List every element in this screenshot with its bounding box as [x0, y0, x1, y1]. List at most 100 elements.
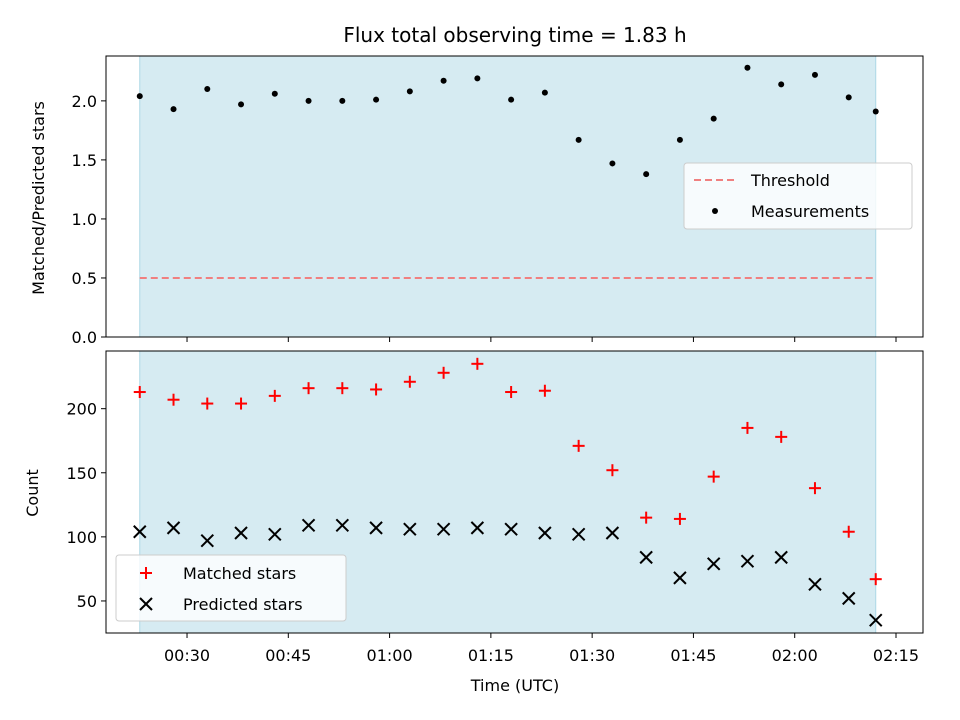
predicted-star-marker: [234, 526, 248, 540]
matched-star-marker: [403, 375, 416, 388]
matched-star-marker: [268, 389, 281, 402]
measurement-point: [811, 71, 818, 78]
x-tick-label: 01:00: [367, 646, 413, 665]
predicted-star-marker: [605, 526, 620, 540]
measurement-point: [845, 94, 852, 101]
bottom-panel: 50 100 150 200 00:30 00:45 01:00 01:15 01:30 01:…: [23, 350, 924, 695]
top-y-tick-label: 2.0: [72, 92, 97, 111]
matched-star-marker: [133, 386, 146, 399]
measurement-point: [643, 171, 650, 178]
predicted-star-marker: [808, 577, 822, 591]
measurement-point: [474, 75, 481, 82]
predicted-star-marker: [335, 518, 350, 533]
measurement-point: [744, 64, 751, 71]
matched-star-marker: [201, 397, 214, 410]
matched-star-marker: [437, 366, 450, 379]
predicted-star-marker: [842, 591, 856, 606]
matched-star-marker: [336, 382, 349, 395]
predicted-star-marker: [436, 522, 451, 536]
x-tick-label: 00:45: [265, 646, 311, 665]
measurement-point: [778, 81, 785, 88]
bottom-y-tick-label: 150: [66, 464, 97, 483]
legend-predicted-label: Predicted stars: [183, 595, 303, 614]
measurement-point: [440, 77, 447, 84]
measurement-point: [508, 96, 515, 103]
predicted-star-marker: [869, 613, 883, 627]
predicted-star-marker: [166, 521, 181, 535]
x-tick-label: 02:00: [772, 646, 818, 665]
measurement-point: [238, 101, 245, 108]
matched-star-marker: [538, 384, 551, 397]
matched-star-marker: [775, 430, 788, 443]
matched-star-marker: [869, 573, 882, 586]
matched-star-marker: [572, 439, 585, 452]
predicted-star-marker: [538, 526, 552, 540]
top-y-tick-label: 0.0: [72, 328, 97, 347]
bottom-y-tick-label: 100: [66, 528, 97, 547]
top-y-tick-label: 1.0: [72, 210, 97, 229]
legend-matched-swatch: [140, 567, 152, 579]
chart-title: Flux total observing time = 1.83 h: [343, 23, 686, 47]
bottom-legend-box: [115, 554, 347, 622]
matched-star-marker: [370, 383, 383, 396]
predicted-star-marker: [673, 571, 687, 585]
measurement-point: [575, 136, 582, 143]
top-y-tick-label: 1.5: [72, 151, 97, 170]
matched-star-marker: [640, 511, 653, 524]
predicted-star-marker: [268, 527, 282, 542]
predicted-star-marker: [369, 521, 383, 535]
measurement-point: [872, 108, 879, 115]
measurement-point: [170, 106, 177, 113]
matched-star-marker: [167, 393, 180, 406]
measurement-point: [136, 93, 143, 100]
measurement-points: [136, 64, 879, 178]
legend-measurements-swatch: [712, 208, 718, 214]
measurement-point: [204, 86, 211, 93]
legend-matched-label: Matched stars: [183, 564, 296, 583]
matched-star-marker: [302, 382, 315, 395]
matched-star-marker: [471, 357, 484, 370]
bottom-y-tick-label: 50: [77, 592, 97, 611]
predicted-star-marker: [301, 518, 316, 533]
top-x-ticks: [186, 337, 897, 342]
predicted-star-marker: [639, 550, 653, 565]
bottom-y-tick-label: 200: [66, 400, 97, 419]
matched-star-marker: [505, 386, 518, 399]
x-axis-label: Time (UTC): [470, 676, 559, 695]
bottom-axes-frame: [105, 350, 924, 634]
measurement-point: [373, 96, 380, 103]
legend-threshold-label: Threshold: [750, 171, 830, 190]
measurement-point: [710, 115, 717, 122]
matched-star-marker: [673, 512, 686, 525]
top-panel: 0.00.51.01.52.0 Matched/Predicted stars …: [29, 55, 924, 347]
predicted-star-marker: [504, 522, 518, 536]
measurement-point: [676, 136, 683, 143]
x-tick-label: 01:45: [670, 646, 716, 665]
predicted-star-marker: [706, 557, 721, 571]
predicted-star-marker: [774, 550, 788, 565]
x-tick-label: 01:15: [468, 646, 514, 665]
measurement-point: [305, 97, 312, 104]
top-legend-box: [683, 162, 913, 230]
matched-star-marker: [606, 464, 619, 477]
bottom-legend: Matched stars Predicted stars: [115, 554, 347, 622]
bottom-x-ticks: 00:30 00:45 01:00 01:15 01:30 01:45 02:00 02:15: [164, 633, 919, 665]
top-y-ticks: 0.0 0.5 1.0 1.5 2.0: [72, 92, 106, 347]
matched-star-marker: [707, 470, 720, 483]
measurement-point: [609, 160, 616, 167]
bottom-y-ticks: 50 100 150 200: [66, 400, 106, 611]
measurement-point: [406, 88, 413, 95]
matched-star-marker: [741, 421, 754, 434]
matched-star-marker: [842, 525, 855, 538]
x-tick-label: 02:15: [873, 646, 919, 665]
legend-measurements-label: Measurements: [751, 202, 869, 221]
predicted-star-marker: [133, 525, 147, 539]
predicted-star-marker: [740, 554, 755, 568]
predicted-star-marker: [200, 534, 214, 548]
predicted-star-marker: [403, 522, 417, 536]
bottom-y-axis-label: Count: [23, 469, 42, 517]
top-axes-frame: [105, 55, 924, 338]
star-count-points: [133, 357, 883, 627]
measurement-point: [271, 90, 278, 97]
legend-predicted-swatch: [139, 597, 153, 611]
